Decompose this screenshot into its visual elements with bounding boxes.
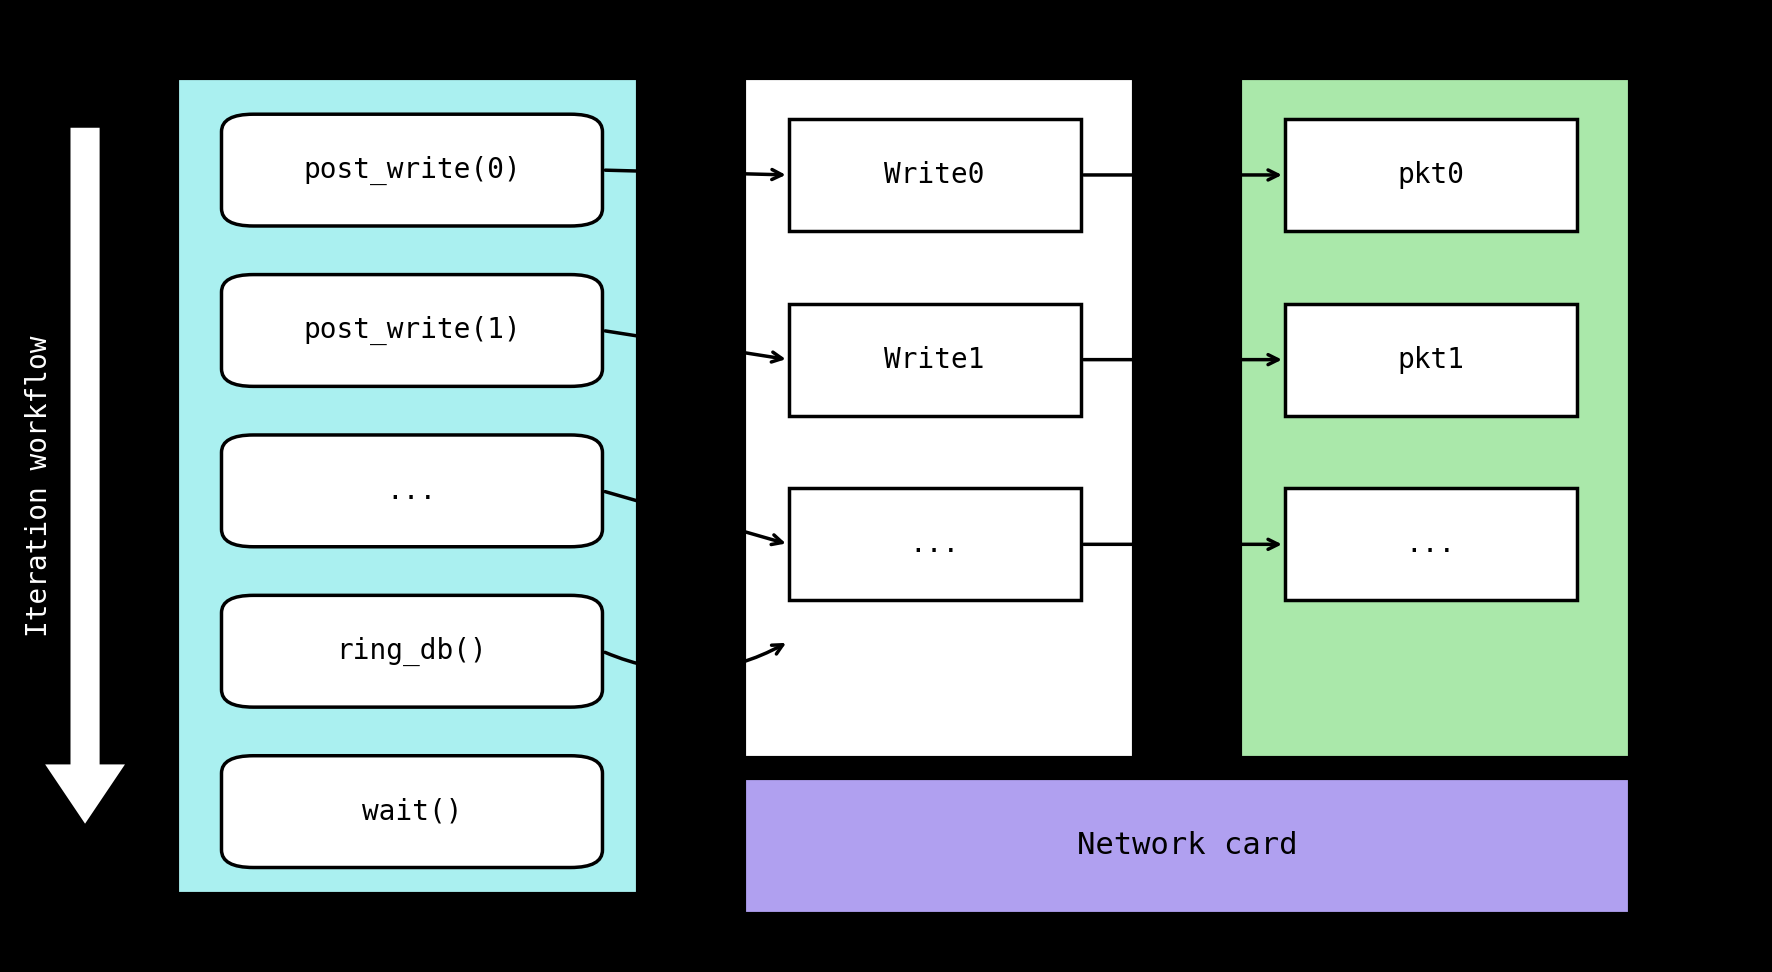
FancyBboxPatch shape: [177, 78, 638, 894]
FancyBboxPatch shape: [1285, 488, 1577, 600]
Text: pkt1: pkt1: [1398, 346, 1464, 373]
Text: post_write(0): post_write(0): [303, 156, 521, 185]
Text: Write1: Write1: [884, 346, 985, 373]
Text: post_write(1): post_write(1): [303, 316, 521, 345]
Text: pkt0: pkt0: [1398, 161, 1464, 189]
Text: ...: ...: [1405, 531, 1457, 558]
FancyBboxPatch shape: [222, 435, 602, 546]
Text: ...: ...: [386, 477, 438, 504]
Text: Write0: Write0: [884, 161, 985, 189]
FancyBboxPatch shape: [222, 595, 602, 708]
FancyBboxPatch shape: [744, 78, 1134, 758]
FancyBboxPatch shape: [222, 756, 602, 867]
Text: ...: ...: [909, 531, 960, 558]
Text: Network card: Network card: [1077, 831, 1297, 860]
FancyArrow shape: [43, 126, 128, 826]
Text: wait(): wait(): [361, 798, 462, 825]
Text: ring_db(): ring_db(): [337, 637, 487, 666]
FancyBboxPatch shape: [789, 303, 1081, 416]
FancyBboxPatch shape: [222, 115, 602, 226]
FancyBboxPatch shape: [1240, 78, 1630, 758]
FancyBboxPatch shape: [1285, 120, 1577, 231]
FancyBboxPatch shape: [789, 120, 1081, 231]
Text: Iteration workflow: Iteration workflow: [25, 335, 53, 637]
FancyBboxPatch shape: [1285, 303, 1577, 416]
FancyBboxPatch shape: [789, 488, 1081, 600]
FancyBboxPatch shape: [222, 274, 602, 386]
FancyBboxPatch shape: [744, 778, 1630, 914]
